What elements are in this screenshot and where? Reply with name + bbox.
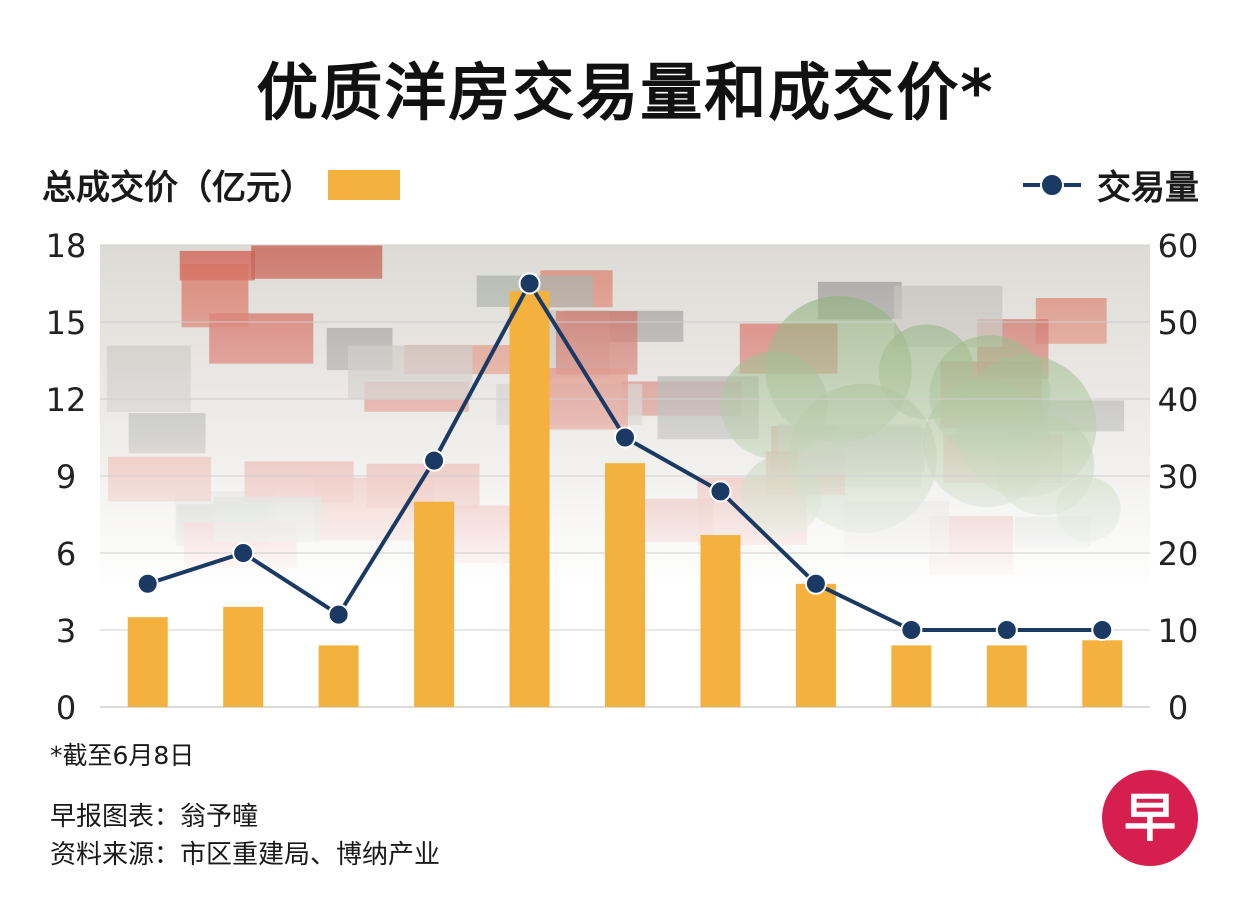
bar — [223, 606, 264, 707]
volume-point — [423, 449, 446, 472]
credit-source: 资料来源：市区重建局、博纳产业 — [50, 840, 441, 870]
y-right-tick-label: 0 — [1168, 689, 1188, 727]
volume-point — [900, 619, 923, 641]
legend-price-label: 总成交价（亿元） — [42, 168, 314, 208]
volume-point — [995, 619, 1018, 641]
legend-price: 总成交价（亿元） — [42, 160, 400, 209]
chart-title: 优质洋房交易量和成交价* — [256, 56, 995, 129]
y-right-tick-label: 40 — [1158, 381, 1199, 419]
zaobao-logo-icon: 早 — [1102, 770, 1198, 866]
bar — [1082, 640, 1123, 707]
legend-line-marker-icon — [1023, 172, 1081, 197]
bar — [605, 463, 645, 707]
legend-volume: 交易量 — [1021, 160, 1199, 209]
volume-point — [709, 480, 732, 503]
legend-volume-label: 交易量 — [1097, 168, 1199, 208]
y-left-tick-label: 18 — [46, 227, 87, 265]
bar — [795, 583, 836, 707]
y-right-tick-label: 60 — [1158, 227, 1199, 265]
y-left-tick-label: 9 — [56, 458, 76, 496]
footnote: *截至6月8日 — [50, 741, 195, 770]
y-left-tick-label: 15 — [46, 304, 87, 342]
bar — [700, 535, 741, 707]
credit-chart-by: 早报图表：翁予曈 — [50, 802, 259, 832]
volume-point — [1091, 619, 1114, 641]
logo-glyph: 早 — [1124, 789, 1176, 849]
y-right-tick-label: 10 — [1158, 612, 1199, 650]
volume-point — [518, 272, 541, 295]
bar — [318, 645, 359, 707]
bar — [414, 501, 455, 707]
y-left-tick-label: 3 — [56, 612, 76, 650]
y-left-tick-label: 12 — [46, 381, 87, 419]
volume-point — [614, 426, 636, 449]
bar — [891, 645, 932, 707]
legend-bar-swatch — [328, 169, 400, 200]
bar — [127, 617, 168, 707]
volume-point — [327, 603, 350, 626]
y-right-tick-label: 30 — [1158, 458, 1199, 496]
y-left-tick-label: 0 — [56, 689, 76, 727]
y-right-tick-label: 20 — [1158, 535, 1199, 573]
y-right-tick-label: 50 — [1158, 304, 1199, 342]
volume-point — [136, 572, 159, 595]
bar — [986, 645, 1027, 707]
volume-point — [232, 542, 255, 564]
y-left-tick-label: 6 — [56, 535, 76, 573]
volume-point — [804, 572, 827, 595]
bar — [509, 291, 550, 707]
